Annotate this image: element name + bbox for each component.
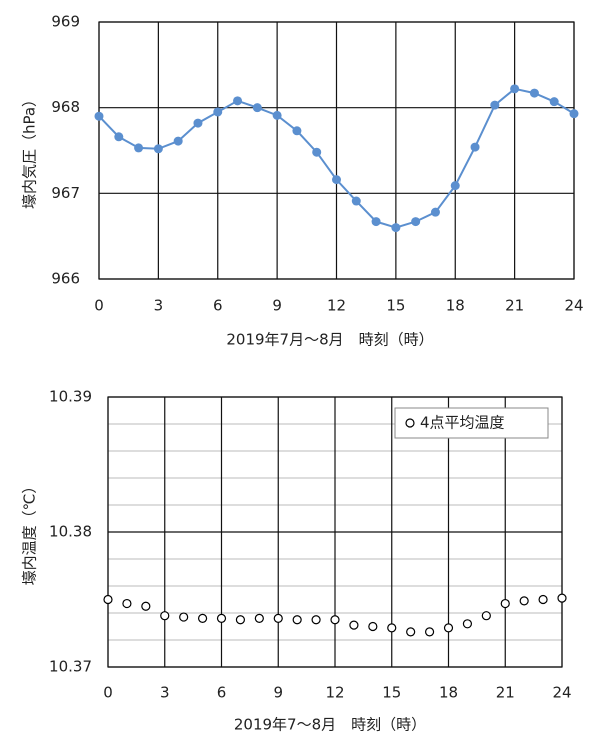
x-tick-label: 21 — [505, 297, 524, 315]
data-point — [569, 109, 579, 119]
x-axis-label: 2019年7～8月 時刻（時） — [234, 716, 426, 734]
data-point — [424, 627, 435, 637]
legend-label: 4点平均温度 — [420, 414, 505, 432]
data-point — [252, 103, 262, 113]
data-point — [406, 627, 416, 637]
data-point — [103, 594, 113, 605]
x-tick-label: 0 — [103, 684, 113, 702]
x-tick-label: 0 — [94, 297, 104, 315]
data-point — [411, 217, 421, 227]
x-tick-label: 15 — [386, 297, 405, 315]
x-tick-label: 24 — [552, 684, 571, 702]
data-point — [538, 594, 548, 605]
data-point — [122, 598, 132, 609]
data-point — [213, 107, 223, 117]
x-tick-label: 6 — [217, 684, 227, 702]
data-point — [470, 142, 480, 152]
data-point — [490, 100, 500, 110]
data-point — [134, 143, 144, 153]
data-point — [235, 615, 246, 625]
data-point — [216, 613, 227, 624]
x-tick-label: 6 — [213, 297, 223, 315]
y-tick-label: 968 — [51, 98, 80, 116]
x-tick-label: 18 — [446, 297, 465, 315]
data-point — [94, 111, 104, 121]
data-point — [430, 207, 440, 217]
data-point — [312, 147, 322, 157]
data-point — [292, 126, 302, 136]
data-point — [330, 615, 340, 625]
data-point — [500, 598, 510, 609]
legend: 4点平均温度 — [394, 407, 549, 439]
x-tick-label: 12 — [327, 297, 346, 315]
data-point — [519, 596, 529, 606]
plot-border — [98, 21, 575, 280]
data-point — [391, 223, 401, 233]
data-point — [311, 615, 321, 625]
data-point — [450, 181, 460, 191]
x-tick-label: 9 — [273, 684, 283, 702]
data-point — [272, 110, 282, 120]
y-tick-label: 966 — [51, 270, 80, 288]
data-point — [292, 615, 302, 625]
y-tick-label: 10.37 — [49, 658, 92, 676]
y-axis-label: 壕内温度（℃） — [21, 479, 39, 586]
data-point — [233, 96, 243, 106]
y-tick-label: 969 — [51, 13, 80, 31]
data-point — [197, 613, 208, 624]
data-point — [443, 623, 454, 633]
data-point — [557, 593, 567, 603]
data-point — [173, 136, 183, 146]
data-point — [462, 619, 473, 629]
data-point — [529, 88, 539, 98]
plot-border — [107, 396, 563, 668]
x-tick-label: 18 — [439, 684, 458, 702]
data-point — [153, 144, 163, 154]
data-point — [351, 196, 361, 206]
data-point — [387, 623, 397, 633]
data-point — [160, 611, 170, 621]
y-tick-label: 10.39 — [49, 388, 92, 406]
data-point — [332, 175, 341, 185]
x-tick-label: 24 — [564, 297, 583, 315]
x-axis-label: 2019年7月～8月 時刻（時） — [226, 331, 433, 349]
x-tick-label: 9 — [272, 297, 282, 315]
data-point — [179, 612, 189, 622]
data-point — [273, 613, 283, 624]
x-tick-label: 12 — [325, 684, 344, 702]
x-tick-label: 21 — [496, 684, 515, 702]
data-point — [349, 620, 359, 630]
data-point — [481, 611, 491, 621]
data-point — [510, 84, 520, 94]
y-axis-label: 壕内気圧（hPa） — [21, 92, 39, 209]
legend-box — [394, 407, 549, 439]
x-tick-label: 3 — [160, 684, 170, 702]
x-tick-label: 3 — [154, 297, 164, 315]
data-point — [141, 601, 151, 611]
y-tick-label: 967 — [51, 184, 80, 202]
x-tick-label: 15 — [382, 684, 401, 702]
data-point — [114, 132, 124, 142]
data-point — [549, 97, 559, 107]
data-point — [371, 217, 381, 227]
legend-marker — [405, 418, 415, 428]
data-point — [193, 118, 203, 128]
data-point — [368, 621, 378, 632]
data-point — [254, 613, 264, 624]
y-tick-label: 10.38 — [49, 523, 92, 541]
